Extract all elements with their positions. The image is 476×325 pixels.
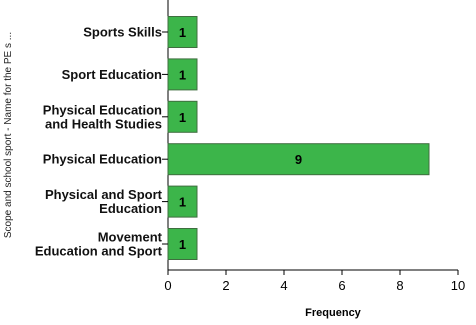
bar-value-label: 1 — [179, 25, 186, 40]
bar-value-label: 9 — [295, 152, 302, 167]
x-tick-label: 4 — [280, 278, 287, 293]
x-axis-title: Frequency — [305, 307, 362, 319]
bar — [167, 143, 430, 176]
bar — [167, 58, 198, 91]
category-labels: Sports Skills Sport Education Physical Edu… — [35, 25, 163, 259]
x-axis-ticks: 0 2 4 6 8 10 — [164, 270, 465, 293]
category-label: and Health Studies — [45, 116, 162, 131]
category-label: Education and Sport — [35, 244, 163, 259]
x-tick-label: 10 — [451, 278, 465, 293]
bar-value-label: 1 — [179, 195, 186, 210]
bar — [167, 100, 198, 133]
x-tick-label: 6 — [338, 278, 345, 293]
category-label: Physical Education — [43, 102, 162, 117]
x-tick-label: 0 — [164, 278, 171, 293]
bar-value-label: 1 — [179, 237, 186, 252]
category-label: Physical and Sport — [45, 187, 163, 202]
bar-value-label: 1 — [179, 110, 186, 125]
x-tick-label: 8 — [396, 278, 403, 293]
category-label: Sport Education — [62, 67, 162, 82]
bars-group: 1 1 1 9 1 1 — [162, 16, 430, 260]
x-tick-label: 2 — [222, 278, 229, 293]
bar — [167, 228, 198, 260]
category-label: Physical Education — [43, 152, 162, 167]
category-label: Movement — [98, 230, 163, 245]
y-axis-title: Scope and school sport - Name for the PE… — [3, 32, 14, 238]
category-label: Education — [99, 201, 162, 216]
bar-value-label: 1 — [179, 67, 186, 82]
category-label: Sports Skills — [83, 25, 162, 40]
y-axis-title-group: Scope and school sport - Name for the PE… — [3, 32, 14, 238]
